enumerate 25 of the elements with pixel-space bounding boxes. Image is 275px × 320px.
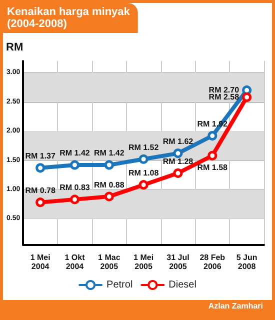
data-label: RM 1.42	[94, 148, 125, 158]
x-tick-label: 28 Feb 2006	[200, 253, 226, 271]
x-tick-label: 1 Mei 2004	[30, 253, 50, 271]
data-label: RM 0.88	[94, 180, 125, 190]
x-tick-label: 31 Jul 2005	[166, 253, 190, 271]
data-label: RM 0.78	[25, 186, 56, 196]
x-tick-label: 1 Mei 2005	[134, 253, 154, 271]
data-label: RM 1.42	[60, 148, 90, 158]
data-label: RM 1.52	[128, 142, 160, 152]
x-tick-label: 1 Mac 2005	[98, 253, 121, 271]
y-axis-title: RM	[6, 42, 24, 54]
data-label: RM 1.08	[128, 168, 160, 178]
data-label: RM 1.58	[197, 162, 228, 172]
data-label: RM 2.70	[208, 86, 240, 95]
x-tick-label: 1 Okt 2004	[64, 253, 86, 271]
data-label: RM 2.58	[208, 92, 240, 102]
text: Azlan Zamhari	[208, 302, 264, 310]
data-label: RM 0.83	[60, 183, 90, 192]
data-label: RM 1.28	[162, 156, 194, 166]
chart-title: Kenaikan harga minyak (2004-2008)	[7, 6, 131, 30]
x-tick-label: 5 Jun 2008	[236, 253, 258, 271]
data-label: RM 1.37	[25, 152, 56, 161]
legend-label: Petrol	[106, 280, 133, 290]
data-label: RM 1.62	[162, 137, 194, 146]
legend-label: Diesel	[168, 280, 196, 290]
